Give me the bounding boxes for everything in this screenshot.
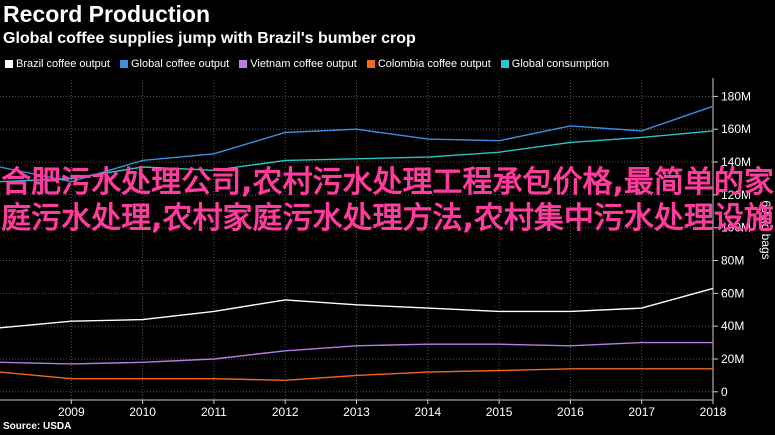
y-tick-label: 140M [721,155,751,169]
legend-item-vietnam: Vietnam coffee output [239,58,357,70]
series-line-brazil-coffee-output [0,287,714,329]
legend-item-colombia: Colombia coffee output [366,58,491,70]
legend-swatch-brazil [5,60,13,68]
y-tick-label: 60M [721,286,744,300]
legend-swatch-global-output [119,60,128,68]
legend-item-global-consumption: Global consumption [500,58,610,70]
legend-swatch-colombia [366,60,375,68]
legend-label-vietnam: Vietnam coffee output [250,58,357,70]
y-tick-label: 40M [721,319,744,333]
legend-item-global-output: Global coffee output [119,58,230,70]
y-tick-label: 20M [721,352,744,366]
source-note: Source: USDA [3,421,72,432]
legend-item-brazil: Brazil coffee output [5,58,110,70]
chart-title: Record Production [3,1,211,27]
y-tick-label: 120M [721,188,751,202]
x-tick-label: 2010 [129,405,156,419]
chart-subtitle: Global coffee supplies jump with Brazil'… [3,30,416,47]
series-line-global-coffee-output [0,105,714,183]
legend-label-global-output: Global coffee output [130,58,230,70]
series-line-vietnam-coffee-output [0,341,713,365]
x-tick-label: 2013 [343,405,370,419]
x-tick-label: 2018 [700,405,727,419]
x-tick-label: 2009 [58,405,85,419]
y-tick-label: 180M [721,89,751,103]
legend-label-brazil: Brazil coffee output [16,58,110,70]
watermark-overlay-text: 合肥污水处理公司,农村污水处理工程承包价格,最简单的家庭污水处理,农村家庭污水处… [1,165,774,236]
x-tick-label: 2016 [557,405,584,419]
x-tick-label: 2011 [201,405,227,419]
series-line-global-consumption [0,130,714,183]
y-axis-label: 60-kg bags [759,200,773,259]
y-tick-label: 100M [721,221,751,235]
legend-swatch-global-consumption [500,60,509,68]
legend-label-colombia: Colombia coffee output [377,58,491,70]
x-tick-label: 2015 [486,405,513,419]
x-tick-label: 2012 [272,405,299,419]
series-line-colombia-coffee-output [0,368,713,382]
legend-swatch-vietnam [239,60,248,68]
x-tick-label: 2014 [414,405,441,419]
x-tick-label: 2017 [628,405,655,419]
y-tick-label: 160M [721,122,751,136]
y-tick-label: 0 [721,385,728,399]
chart-legend: Brazil coffee output Global coffee outpu… [5,58,609,70]
y-tick-label: 80M [721,254,744,268]
legend-label-global-consumption: Global consumption [511,58,610,70]
